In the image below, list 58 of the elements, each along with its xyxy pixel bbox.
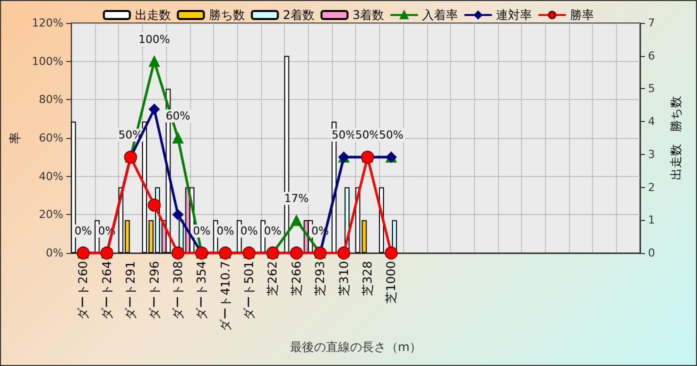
x-tick-label: ダート296: [147, 261, 162, 320]
x-tick-label: 芝1000: [384, 261, 398, 304]
point: [337, 246, 350, 260]
data-label: 0%: [216, 224, 234, 238]
legend-label: 出走数: [134, 8, 171, 22]
data-label: 0%: [192, 224, 210, 238]
data-label: 17%: [284, 192, 309, 205]
point: [171, 246, 184, 260]
y2-tick-label: 0: [648, 246, 655, 260]
y-axis-title: 率: [8, 132, 22, 144]
legend-label: 連対率: [496, 8, 532, 22]
x-tick-label: 芝262: [266, 261, 280, 296]
data-label: 100%: [138, 32, 170, 46]
y2-tick-label: 3: [648, 148, 655, 161]
y-tick-label: 80%: [38, 93, 64, 106]
bar: [70, 122, 76, 253]
y-tick-label: 120%: [32, 16, 64, 30]
x-tick-label: ダート501: [242, 261, 256, 320]
data-label: 0%: [264, 224, 282, 238]
y-tick-label: 0%: [46, 246, 64, 260]
x-tick-label: ダート291: [124, 261, 138, 320]
y-tick-label: 20%: [38, 208, 64, 222]
x-tick-label: 芝310: [336, 261, 351, 296]
point: [148, 198, 161, 212]
x-tick-label: ダート354: [194, 261, 209, 320]
y2-tick-label: 7: [648, 16, 655, 30]
point: [148, 56, 160, 67]
y-tick-label: 100%: [32, 54, 64, 68]
y2-tick-label: 4: [648, 115, 655, 128]
legend-label: 勝ち数: [208, 8, 245, 22]
x-tick-label: ダート410.7: [218, 261, 232, 332]
x-tick-label: 芝328: [360, 261, 375, 296]
y2-tick-label: 5: [648, 82, 655, 96]
data-label: 0%: [74, 224, 92, 238]
x-tick-label: ダート308: [170, 261, 185, 320]
point: [384, 246, 398, 260]
point: [172, 132, 184, 144]
y-tick-label: 40%: [38, 170, 64, 183]
x-axis-title: 最後の直線の長さ（m）: [290, 340, 422, 354]
y2-tick-label: 1: [648, 214, 655, 227]
x-tick-label: ダート264: [100, 261, 114, 320]
legend-label: 2着数: [282, 8, 315, 22]
y-tick-label: 60%: [38, 132, 64, 144]
x-tick-label: 芝266: [289, 261, 304, 296]
x-tick-label: ダート260: [76, 261, 90, 320]
point: [290, 214, 302, 226]
legend-label: 入着率: [422, 8, 458, 22]
data-label: 0%: [240, 224, 258, 238]
data-label: 50%: [378, 128, 404, 142]
y2-tick-label: 2: [648, 180, 655, 194]
y2-tick-label: 6: [648, 49, 655, 62]
point: [148, 104, 160, 115]
legend-label: 3着数: [352, 8, 384, 22]
x-tick-label: 芝293: [313, 261, 328, 296]
point: [172, 209, 184, 220]
data-label: 60%: [166, 110, 190, 122]
legend-label: 勝率: [570, 8, 594, 22]
y2-axis-title: 出走数 勝ち数: [669, 96, 683, 180]
